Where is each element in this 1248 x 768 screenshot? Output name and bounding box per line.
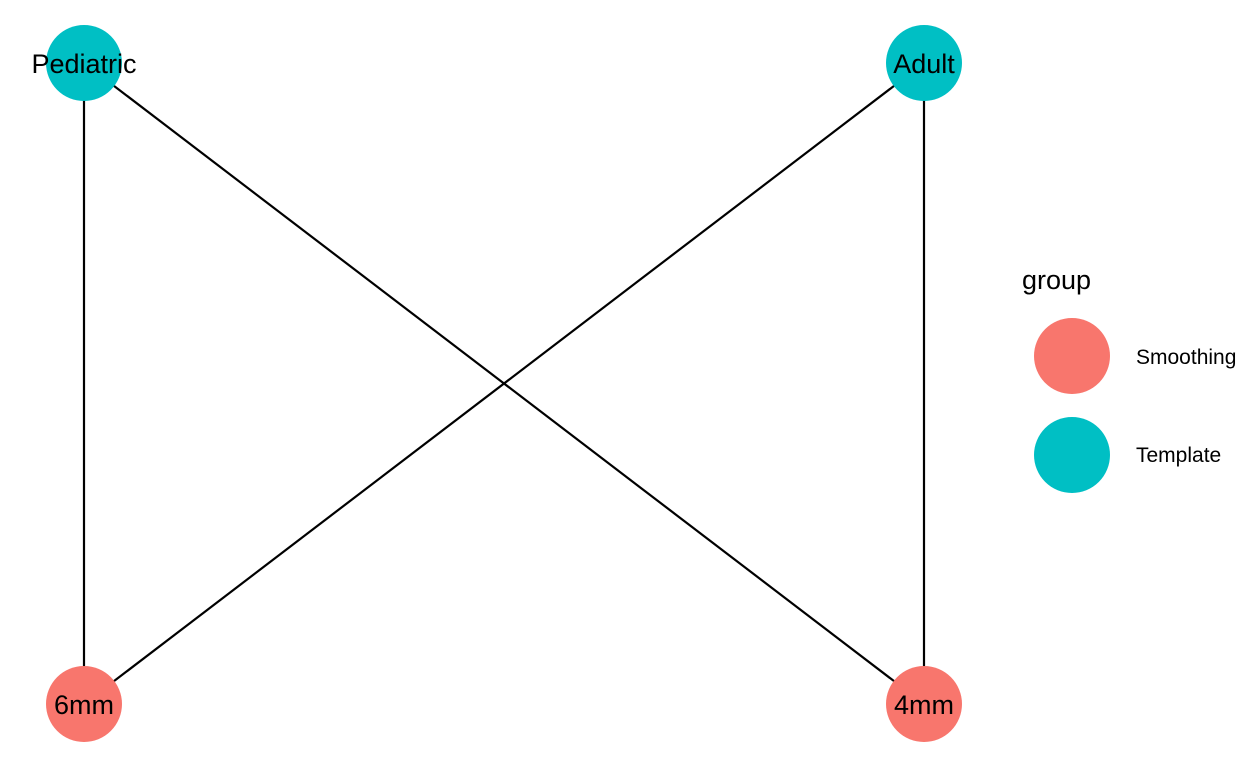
node-circle — [886, 666, 962, 742]
legend-label-smoothing: Smoothing — [1136, 346, 1236, 369]
node-4mm: 4mm — [886, 666, 962, 742]
node-label: Adult — [893, 49, 955, 79]
legend-swatch-smoothing — [1034, 318, 1110, 394]
node-label: 6mm — [54, 690, 114, 720]
node-label: 4mm — [894, 690, 954, 720]
edge-adult-6mm — [83, 62, 925, 705]
node-layer: Pediatric Adult 6mm 4mm — [31, 25, 962, 742]
node-circle — [46, 25, 122, 101]
node-label: Pediatric — [31, 49, 136, 79]
node-adult: Adult — [886, 25, 962, 101]
legend-label-template: Template — [1136, 444, 1221, 467]
node-6mm: 6mm — [46, 666, 122, 742]
edge-layer — [82, 62, 926, 705]
legend-swatch-template — [1034, 417, 1110, 493]
legend: group Smoothing Template — [1022, 265, 1236, 493]
node-circle — [46, 666, 122, 742]
node-pediatric: Pediatric — [31, 25, 137, 101]
node-circle — [886, 25, 962, 101]
legend-title: group — [1022, 265, 1091, 295]
